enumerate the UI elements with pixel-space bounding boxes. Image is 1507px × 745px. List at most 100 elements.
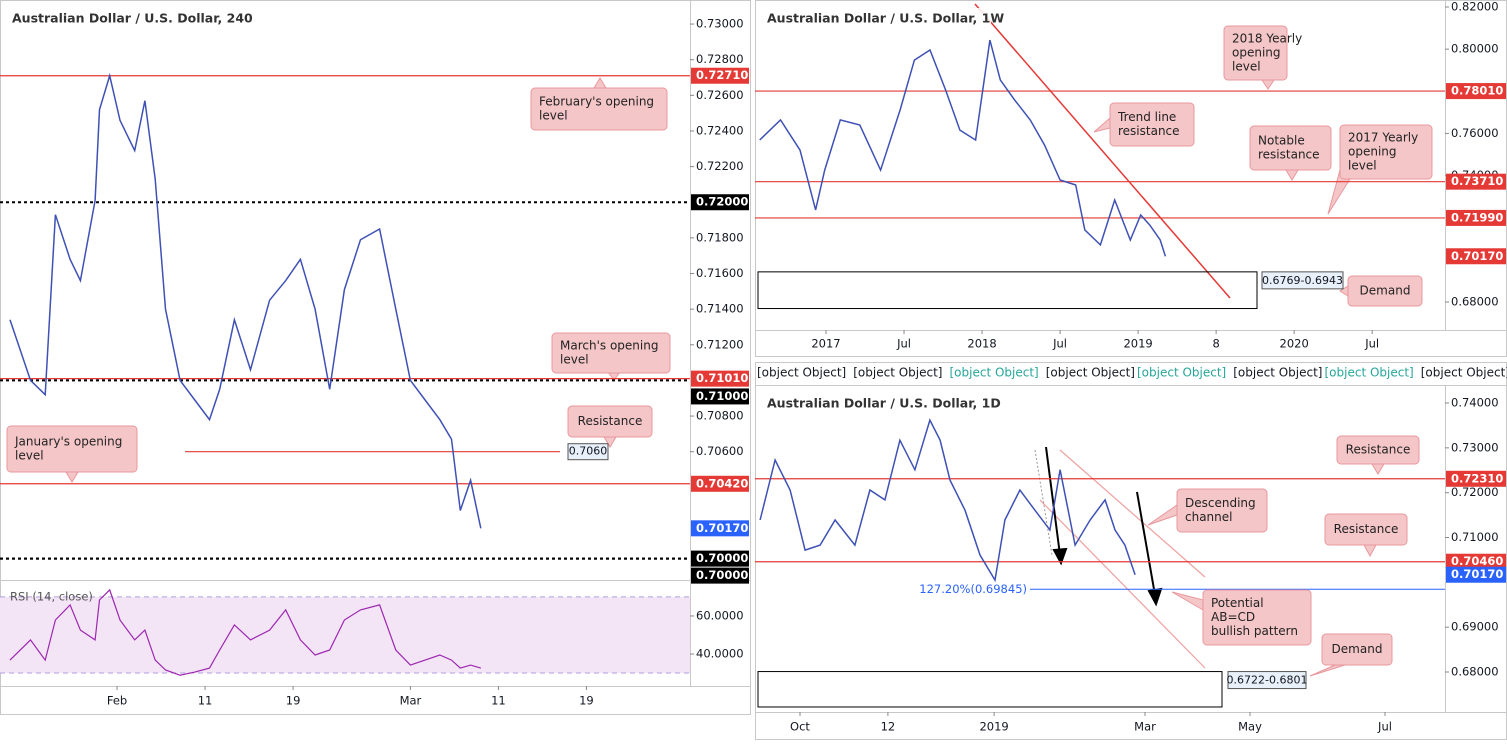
y-tick-label: 0.72000 [1451,485,1499,499]
level-label: 0.71010 [696,371,748,385]
zone-label-box [1261,271,1344,290]
callout [567,405,653,438]
callout-text: level [1232,60,1261,74]
title-bg [6,8,236,28]
level-label-box [691,475,749,492]
callout-text: 2017 Yearly [1348,131,1418,145]
callout-text: level [1348,159,1377,173]
x-tick-label: 2020 [1280,337,1309,351]
callout [1339,124,1433,180]
y-tick-label: 0.70600 [696,444,744,458]
level-label-box [691,370,749,387]
x-tick-label: Jul [1377,720,1392,734]
level-label-box [1446,173,1506,190]
x-tick-label: Mar [1134,720,1156,734]
arrow-head [1052,547,1068,566]
zone-label-box [1227,671,1307,690]
x-tick-label: Jul [1364,337,1379,351]
arrow [1136,491,1156,596]
callout-text: level [560,353,589,367]
callout-text: Resistance [578,414,643,428]
x-tick-label: 8 [1212,337,1219,351]
y-tick-label: 0.80000 [1451,42,1499,56]
y-tick-label: 0.72600 [696,88,744,102]
level-label: 0.72310 [1451,471,1503,485]
x-tick-label: 2019 [1123,337,1152,351]
y-tick-label: 0.76000 [1451,126,1499,140]
y-tick-label: 0.72400 [696,123,744,137]
quote-item: [object Object] [1137,366,1226,380]
x-tick-label: 2018 [967,337,996,351]
callout [1336,435,1420,465]
y-tick-label: 0.71600 [696,266,744,280]
price-line [759,39,1167,257]
level-label: 0.70420 [696,476,748,490]
level-label-box [1446,83,1506,100]
quote-item: [object Object] [1233,366,1322,380]
level-label-box [1446,470,1506,487]
last-price-box [691,520,749,537]
callout-text: Trend line [1117,110,1176,124]
ab-leg [1034,449,1053,556]
callout-text: bullish pattern [1211,624,1298,638]
level-label: 0.72000 [696,195,748,209]
level-label: 0.70000 [696,568,748,582]
x-tick-label: 11 [491,694,506,708]
arrow-head [1147,587,1163,607]
x-tick-label: 11 [198,694,213,708]
level-label: 0.78010 [1451,84,1503,98]
callout-text: Resistance [1334,522,1399,536]
quote-item: [object Object] [1325,366,1414,380]
x-tick-label: 19 [579,694,594,708]
y-tick-label: 0.70800 [696,409,744,423]
callout [1249,125,1332,171]
y-tick-label: 60.0000 [696,608,744,622]
callout-text: Descending [1185,496,1256,510]
y-tick-label: 0.71800 [696,230,744,244]
level-label-box [691,67,749,84]
level-label-box [691,550,749,567]
rsi-line [9,588,481,676]
arrows [1045,446,1163,607]
zone-label: 0.6769-0.6943 [1262,274,1343,287]
callout [1202,589,1312,646]
level-label-box [1446,209,1506,226]
level-label: 0.71000 [696,389,748,403]
channel-line [1039,499,1206,669]
level-label-box [691,567,749,584]
callout-text: Potential [1211,596,1264,610]
y-tick-label: 0.74000 [1451,396,1499,410]
y-tick-label: 0.73000 [1451,440,1499,454]
callout-text: Resistance [1346,443,1411,457]
level-label-box [567,443,609,461]
callout [1321,633,1393,666]
callout-text: resistance [1118,124,1180,138]
last-price-label: 0.70170 [1451,249,1503,263]
level-label: 0.73710 [1451,174,1503,188]
y-tick-label: 0.71000 [1451,530,1499,544]
level-label-box [691,194,749,211]
y-tick-label: 0.69000 [1451,620,1499,634]
callout-text: level [15,449,44,463]
level-label-box [691,388,749,405]
title-bg [761,8,991,28]
level-label: 0.71990 [1451,210,1503,224]
indicator-name: RSI (14, close) [10,590,93,604]
last-price-label: 0.70170 [1451,567,1503,581]
callout-text: resistance [1258,148,1320,162]
x-tick-label: May [1238,720,1262,734]
y-tick-label: 0.73000 [696,17,744,31]
x-tick-label: 19 [286,694,301,708]
callout [530,87,668,131]
y-tick-label: 0.72800 [696,52,744,66]
callout-text: level [539,109,568,123]
callout-text: January's opening [14,435,122,449]
callout [1223,25,1288,81]
quote-item: [object Object] [950,366,1039,380]
callout-text: channel [1185,510,1232,524]
callout-text: opening [1348,145,1397,159]
y-tick-label: 0.82000 [1451,0,1499,13]
arrow [1045,446,1061,556]
callout [1176,488,1268,533]
y-tick-label: 0.71200 [696,337,744,351]
